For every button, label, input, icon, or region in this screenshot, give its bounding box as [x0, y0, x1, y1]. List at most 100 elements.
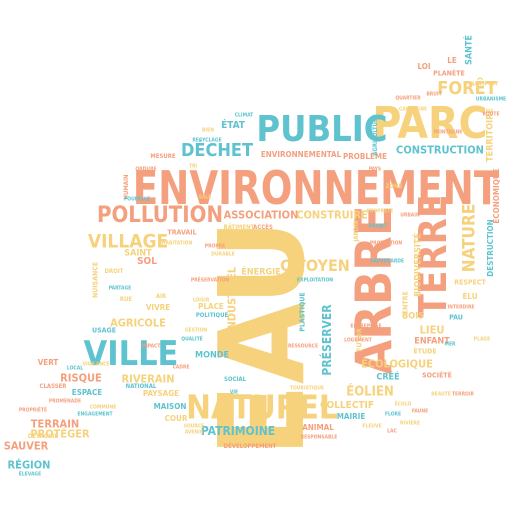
word-entreprise: ENTREPRISE — [350, 323, 382, 330]
word-etude: ÉTUDE — [413, 347, 437, 356]
word-preservation: PRÉSERVATION — [190, 277, 230, 284]
word-partage: PARTAGE — [108, 285, 132, 292]
word-eolien: ÉOLIEN — [346, 384, 394, 400]
word-engagement: ENGAGEMENT — [77, 411, 113, 418]
word-tri: TRI — [188, 163, 198, 170]
word-politique: POLITIQUE — [195, 312, 229, 319]
word-social: SOCIAL — [223, 376, 247, 383]
word-maison: MAISON — [153, 402, 187, 411]
word-national: NATIONAL — [125, 383, 157, 390]
word-probleme: PROBLÈME — [342, 152, 388, 161]
word-dechet: DÉCHET — [180, 140, 254, 161]
word-qualite: QUALITÉ — [181, 336, 203, 343]
word-sauver: SAUVER — [3, 439, 49, 453]
word-respect: RESPECT — [454, 278, 486, 287]
word-source: SOURCE — [183, 423, 205, 430]
word-biodiversite: BIODIVERSITÉ — [413, 233, 424, 297]
word-cree: CRÉÉ — [376, 372, 400, 383]
word-ecologique: ÉCOLOGIQUE — [361, 357, 433, 371]
word-montagne: MONTAGNE — [433, 129, 463, 136]
word-rue: RUE — [119, 296, 133, 303]
word-faune: FAUNE — [411, 408, 429, 415]
word-ressource: RESSOURCE — [287, 343, 319, 350]
word-habitation: HABITATION — [161, 240, 193, 247]
word-riverain: RIVERAIN — [121, 372, 175, 386]
word-ecolo: ÉCOLO — [394, 401, 412, 408]
word-gestion: GESTION — [184, 327, 208, 334]
word-ville: VILLE — [83, 334, 179, 374]
word-logement: LOGEMENT — [344, 337, 372, 344]
word-sol: SOL — [137, 256, 157, 267]
word-bien: BIEN — [202, 127, 214, 134]
word-le: LE — [447, 56, 457, 65]
word-saint: SAINT — [124, 248, 152, 259]
word-air: AIR — [155, 293, 167, 300]
word-exploitation: EXPLOITATION — [296, 277, 334, 284]
word-avenir: AVENIR — [184, 429, 204, 436]
word-pau: PAU — [449, 313, 463, 322]
word-poubelle: POUBELLE — [123, 196, 151, 203]
word-projet: PROJET — [368, 223, 388, 230]
word-espace: ESPACE — [71, 388, 103, 397]
word-mairie: MAIRIE — [336, 412, 366, 421]
word-place: PLACE — [198, 302, 224, 311]
word-naturel: NATUREL — [186, 387, 338, 427]
word-economique: ÉCONOMIQUE — [492, 168, 501, 224]
word-sale: SALE — [198, 194, 212, 201]
word-commune: COMMUNE — [89, 404, 117, 411]
word-association: ASSOCIATION — [223, 208, 299, 222]
word-vivre: VIVRE — [145, 303, 171, 312]
word-destruction: DESTRUCTION — [486, 219, 495, 277]
word-region: RÉGION — [7, 458, 51, 472]
word-public: PUBLIC — [256, 109, 388, 150]
word-acces: ACCÈS — [253, 224, 273, 231]
word-detruire: DÉTRUIRE — [27, 433, 59, 440]
word-environnemental: ENVIRONNEMENTAL — [260, 150, 342, 159]
word-lieu: LIEU — [419, 323, 445, 337]
word-ordure: ORDURE — [135, 166, 157, 173]
word-propriete: PROPRIÉTÉ — [18, 407, 48, 414]
word-vie: VIE — [229, 389, 239, 396]
word-lac: LAC — [387, 428, 397, 435]
word-agriculture: AGRICULTURE — [372, 114, 379, 156]
word-elu: ÉLU — [462, 292, 478, 301]
word-responsable: RESPONSABLE — [300, 434, 338, 441]
word-touristique: TOURISTIQUE — [289, 385, 325, 392]
word-plastique: PLASTIQUE — [298, 292, 307, 332]
word-impact: IMPACT — [141, 343, 161, 350]
word-etat: ÉTAT — [221, 120, 245, 131]
word-protection: PROTECTION — [369, 240, 403, 247]
word-bruit: BRUIT — [426, 91, 442, 98]
word-urbanisme: URBANISME — [475, 96, 507, 103]
word-promenade: PROMENADE — [48, 398, 82, 405]
word-propre: PROPRE — [204, 243, 226, 250]
word-foret: FORÊT — [437, 78, 497, 99]
word-climat: CLIMAT — [234, 112, 254, 119]
word-collectif: COLLECTIF — [319, 400, 375, 411]
word-cour: COUR — [164, 414, 188, 423]
word-mesure: MESURE — [150, 153, 176, 160]
word-local: LOCAL — [66, 365, 84, 372]
word-route: ROUTE — [482, 111, 500, 118]
word-flore: FLORE — [384, 411, 402, 418]
word-zone: ZONE — [385, 183, 403, 190]
word-nuisance: NUISANCE — [91, 261, 100, 299]
word-elevage: ÉLEVAGE — [18, 471, 42, 478]
word-enfant: ENFANT — [414, 336, 450, 347]
word-campagne: CAMPAGNE — [398, 106, 428, 113]
word-village: VILLAGE — [87, 230, 169, 253]
word-urbain: URBAIN — [400, 212, 420, 219]
word-riviere: RIVIÈRE — [400, 420, 420, 427]
word-durable: DURABLE — [211, 251, 235, 258]
word-energie: ÉNERGIE — [241, 267, 281, 278]
word-recyclage: RECYCLAGE — [192, 137, 222, 144]
word-paysage: PAYSAGE — [142, 389, 180, 398]
word-interdire: INTERDIRE — [447, 304, 475, 311]
word-proprete: PROPRETÉ — [366, 208, 394, 215]
word-nature: NATURE — [459, 203, 480, 273]
word-societe: SOCIÉTÉ — [422, 371, 452, 380]
word-citoyen: CITOYEN — [280, 256, 350, 275]
word-mer: MER — [444, 341, 456, 348]
word-parc: PARC — [372, 98, 488, 149]
